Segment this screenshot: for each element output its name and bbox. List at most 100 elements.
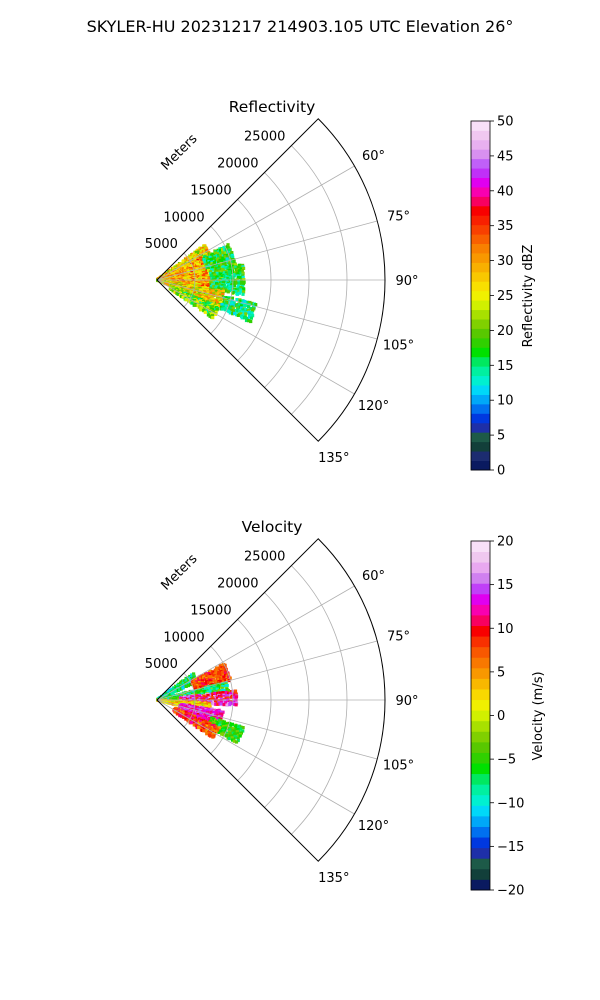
echo-cell [226, 726, 230, 731]
echo-cell [204, 287, 208, 292]
reflectivity-grid [156, 145, 385, 415]
echo-cell [236, 313, 240, 317]
echo-cell [213, 273, 217, 277]
echo-cell [232, 702, 236, 706]
reflectivity-frame [156, 118, 386, 442]
echo-cell [210, 701, 214, 705]
echo-cell [217, 688, 221, 693]
colorbar-swatch [471, 741, 490, 753]
echo-cell [213, 251, 217, 255]
echo-cell [221, 685, 225, 689]
echo-cell [213, 312, 218, 316]
colorbar-tick-label: −20 [497, 884, 524, 899]
echo-cell [211, 301, 215, 305]
echo-cell [236, 737, 240, 741]
echo-cell [222, 677, 226, 682]
echo-cell [228, 248, 232, 252]
echo-cell [181, 295, 185, 299]
echo-cell [216, 292, 220, 296]
echo-cell [215, 717, 220, 721]
range-tick-label: 10000 [163, 630, 204, 645]
colorbar-swatch [471, 826, 490, 838]
echo-cell [189, 720, 193, 724]
echo-cell [200, 696, 204, 700]
colorbar-swatch [471, 583, 490, 595]
echo-cell [200, 703, 205, 707]
colorbar-tick-label: 15 [497, 359, 514, 374]
echo-cell [176, 688, 180, 692]
echo-cell [167, 283, 171, 287]
echo-cell [216, 269, 220, 273]
colorbar-tick-label: 5 [497, 665, 505, 680]
echo-cell [211, 252, 215, 256]
range-tick-label: 5000 [145, 657, 178, 672]
echo-cell [191, 680, 195, 684]
echo-cell [197, 677, 201, 681]
velocity-azimuth-labels: 60° 75° 90° 105° 120° 135° [318, 569, 418, 886]
echo-cell [228, 285, 232, 289]
echo-cell [207, 686, 211, 690]
colorbar-swatch [471, 678, 490, 690]
azimuth-line [156, 279, 378, 340]
colorbar-swatch [471, 253, 490, 263]
echo-cell [233, 263, 237, 267]
reflectivity-colorbar-ticks: 0 5 10 15 20 25 30 35 40 45 50 [490, 115, 514, 479]
echo-cell [218, 723, 222, 727]
echo-cell [186, 714, 190, 718]
echo-cell [209, 676, 213, 680]
echo-cell [242, 304, 246, 308]
reflectivity-title: Reflectivity [229, 98, 316, 116]
figure-title: SKYLER-HU 20231217 214903.105 UTC Elevat… [87, 17, 514, 36]
echo-cell [212, 710, 216, 715]
echo-cell [207, 729, 211, 733]
echo-cell [231, 312, 235, 316]
echo-cell [208, 284, 212, 288]
echo-cell [179, 687, 183, 691]
echo-cell [228, 692, 232, 696]
echo-cell [230, 296, 234, 300]
echo-cell [226, 734, 230, 738]
colorbar-swatch [471, 177, 490, 188]
echo-cell [234, 313, 239, 317]
azimuth-line [156, 279, 355, 395]
echo-cell [236, 272, 240, 276]
echo-cell [208, 270, 213, 274]
echo-cell [211, 692, 215, 696]
colorbar-swatch [471, 290, 490, 301]
echo-cell [225, 257, 229, 261]
colorbar-tick-label: 35 [497, 219, 514, 234]
echo-cell [168, 692, 172, 696]
echo-cell [228, 272, 232, 276]
echo-cell [200, 674, 204, 678]
echo-cell [215, 728, 220, 732]
colorbar-swatch [471, 646, 490, 658]
echo-cell [208, 312, 212, 316]
azimuth-line [156, 220, 378, 281]
echo-cell [206, 261, 210, 265]
echo-cell [214, 249, 218, 254]
echo-cell [214, 672, 218, 676]
velocity-grid [156, 565, 385, 835]
colorbar-swatch [471, 847, 490, 859]
colorbar-swatch [471, 243, 490, 254]
echo-cell [216, 691, 220, 695]
echo-cell [205, 252, 209, 256]
echo-cell [234, 740, 239, 744]
echo-cell [230, 309, 234, 313]
echo-cell [222, 265, 226, 269]
echo-cell [222, 247, 227, 251]
echo-cell [231, 738, 235, 742]
echo-cell [192, 301, 196, 305]
echo-cell [223, 289, 227, 293]
echo-cell [225, 726, 229, 730]
echo-cell [203, 258, 207, 262]
echo-cell [211, 697, 215, 701]
range-tick-label: 5000 [145, 237, 178, 252]
colorbar-swatch [471, 394, 490, 405]
echo-cell [226, 696, 230, 700]
echo-cell [235, 269, 239, 273]
echo-cell [177, 697, 181, 701]
echo-cell [207, 672, 211, 676]
echo-cell [219, 256, 223, 260]
echo-cell [222, 668, 226, 672]
